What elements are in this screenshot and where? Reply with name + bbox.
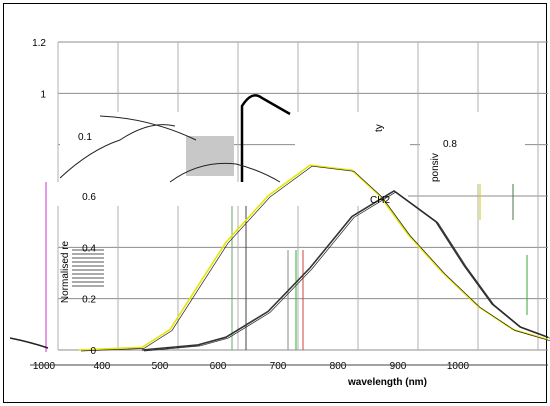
x-tick-7: 1000 [447,361,470,372]
lower-y-tick-1: 0.2 [82,295,96,306]
fragment-label-ponsiv: ponsiv [430,153,441,182]
patch-center [295,112,410,184]
x-tick-4: 700 [270,361,287,372]
y-axis-label: Normalised re [60,240,71,303]
lower-y-tick-2: 0.4 [82,243,96,254]
series-shadow-1 [144,192,550,351]
left-edge-curve [10,338,48,348]
upper-y-tick-6: 1.2 [32,38,46,49]
fragment-label-ty: ty [374,124,385,132]
series-line-1 [142,191,548,350]
patch-left [60,112,190,182]
lower-y-tick-0: 0 [90,346,96,357]
hook-curve [242,95,290,182]
series-label-ch2: CH2 [370,195,390,206]
x-tick-3: 600 [210,361,227,372]
x-tick-1: 400 [94,361,111,372]
patch-band [48,182,408,206]
x-tick-0: 1000 [33,361,56,372]
lower-y-tick-3: 0.6 [82,192,96,203]
fragment-label-0-1: 0.1 [78,132,92,143]
x-tick-5: 800 [330,361,347,372]
patch-gray [186,136,234,176]
fragment-label-0-8: 0.8 [443,139,457,150]
x-tick-labels: 1000 400 500 600 700 800 900 1000 [30,361,548,372]
x-axis-label: wavelength (nm) [347,377,427,388]
x-tick-6: 900 [390,361,407,372]
upper-y-tick-5: 1 [40,89,46,100]
x-tick-2: 500 [152,361,169,372]
upper-y-tick-labels: 11.2 [32,38,46,100]
